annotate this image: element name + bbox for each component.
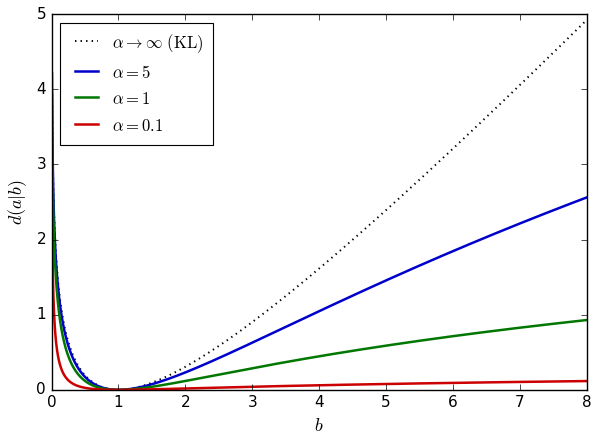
$\alpha = 1$ [115,387,122,392]
$\alpha = 5$ [445,251,452,256]
$\alpha = 0.1$ [583,378,590,384]
Line: $\alpha = 5$: $\alpha = 5$ [52,73,587,390]
$\alpha = 5$ [583,195,590,200]
$\alpha = 5$ [365,286,372,291]
$\alpha = 1$ [388,342,395,347]
$\alpha = 0.1$ [115,387,122,392]
$\alpha = 0.1$ [365,381,372,387]
$\alpha = 5$ [473,238,480,244]
$\alpha = 0.1$ [75,384,83,389]
Line: $\alpha \rightarrow \infty\ \mathrm{(KL)}$: $\alpha \rightarrow \infty\ \mathrm{(KL)… [52,20,587,390]
$\alpha \rightarrow \infty\ \mathrm{(KL)}$ [583,18,590,23]
$\alpha \rightarrow \infty\ \mathrm{(KL)}$ [445,150,452,156]
$\alpha = 1$ [473,331,480,336]
$\alpha = 0.1$ [473,380,480,385]
$\alpha \rightarrow \infty\ \mathrm{(KL)}$ [115,387,122,392]
$\alpha = 1$ [48,92,56,98]
X-axis label: $b$: $b$ [315,417,324,435]
Line: $\alpha = 0.1$: $\alpha = 0.1$ [52,186,587,390]
$\alpha \rightarrow \infty\ \mathrm{(KL)}$ [388,202,395,208]
$\alpha = 1$ [445,334,452,339]
$\alpha = 1$ [365,346,372,351]
$\alpha \rightarrow \infty\ \mathrm{(KL)}$ [242,324,249,330]
Line: $\alpha = 1$: $\alpha = 1$ [52,95,587,390]
$\alpha = 1$ [242,367,249,372]
$\alpha = 0.1$ [388,381,395,387]
$\alpha \rightarrow \infty\ \mathrm{(KL)}$ [473,123,480,129]
$\alpha = 0.1$ [48,183,56,189]
$\alpha = 5$ [48,71,56,76]
$\alpha = 5$ [242,343,249,348]
$\alpha = 5$ [75,366,83,372]
$\alpha = 0.1$ [242,384,249,389]
$\alpha = 5$ [388,275,395,281]
$\alpha = 5$ [115,387,122,392]
Legend: $\alpha \rightarrow \infty\ \mathrm{(KL)}$, $\alpha = 5$, $\alpha = 1$, $\alpha : $\alpha \rightarrow \infty\ \mathrm{(KL)… [60,23,213,145]
$\alpha \rightarrow \infty\ \mathrm{(KL)}$ [365,223,372,229]
$\alpha = 1$ [583,317,590,323]
$\alpha \rightarrow \infty\ \mathrm{(KL)}$ [48,64,56,69]
$\alpha = 1$ [75,373,83,378]
$\alpha \rightarrow \infty\ \mathrm{(KL)}$ [75,364,83,370]
Y-axis label: $d(a|b)$: $d(a|b)$ [7,179,29,225]
$\alpha = 0.1$ [445,380,452,385]
